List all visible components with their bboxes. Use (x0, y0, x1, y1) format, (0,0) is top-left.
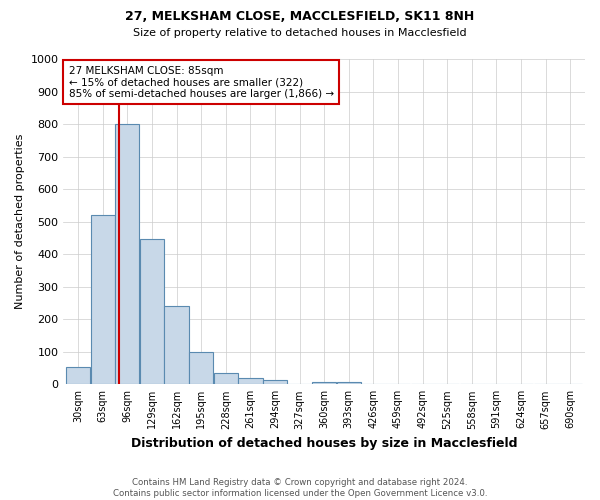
Bar (238, 378, 263, 384)
Bar (263, 380, 287, 384)
Bar (140, 239, 164, 384)
X-axis label: Distribution of detached houses by size in Macclesfield: Distribution of detached houses by size … (131, 437, 517, 450)
Text: 27, MELKSHAM CLOSE, MACCLESFIELD, SK11 8NH: 27, MELKSHAM CLOSE, MACCLESFIELD, SK11 8… (125, 10, 475, 23)
Text: Contains HM Land Registry data © Crown copyright and database right 2024.
Contai: Contains HM Land Registry data © Crown c… (113, 478, 487, 498)
Bar (164, 306, 189, 384)
Y-axis label: Number of detached properties: Number of detached properties (15, 134, 25, 310)
Bar (337, 382, 361, 384)
Bar (214, 372, 238, 384)
Bar (312, 382, 337, 384)
Bar (66, 368, 90, 384)
Bar (91, 215, 115, 384)
Text: Size of property relative to detached houses in Macclesfield: Size of property relative to detached ho… (133, 28, 467, 38)
Text: 27 MELKSHAM CLOSE: 85sqm
← 15% of detached houses are smaller (322)
85% of semi-: 27 MELKSHAM CLOSE: 85sqm ← 15% of detach… (68, 66, 334, 98)
Bar (189, 352, 214, 384)
Bar (115, 124, 139, 384)
